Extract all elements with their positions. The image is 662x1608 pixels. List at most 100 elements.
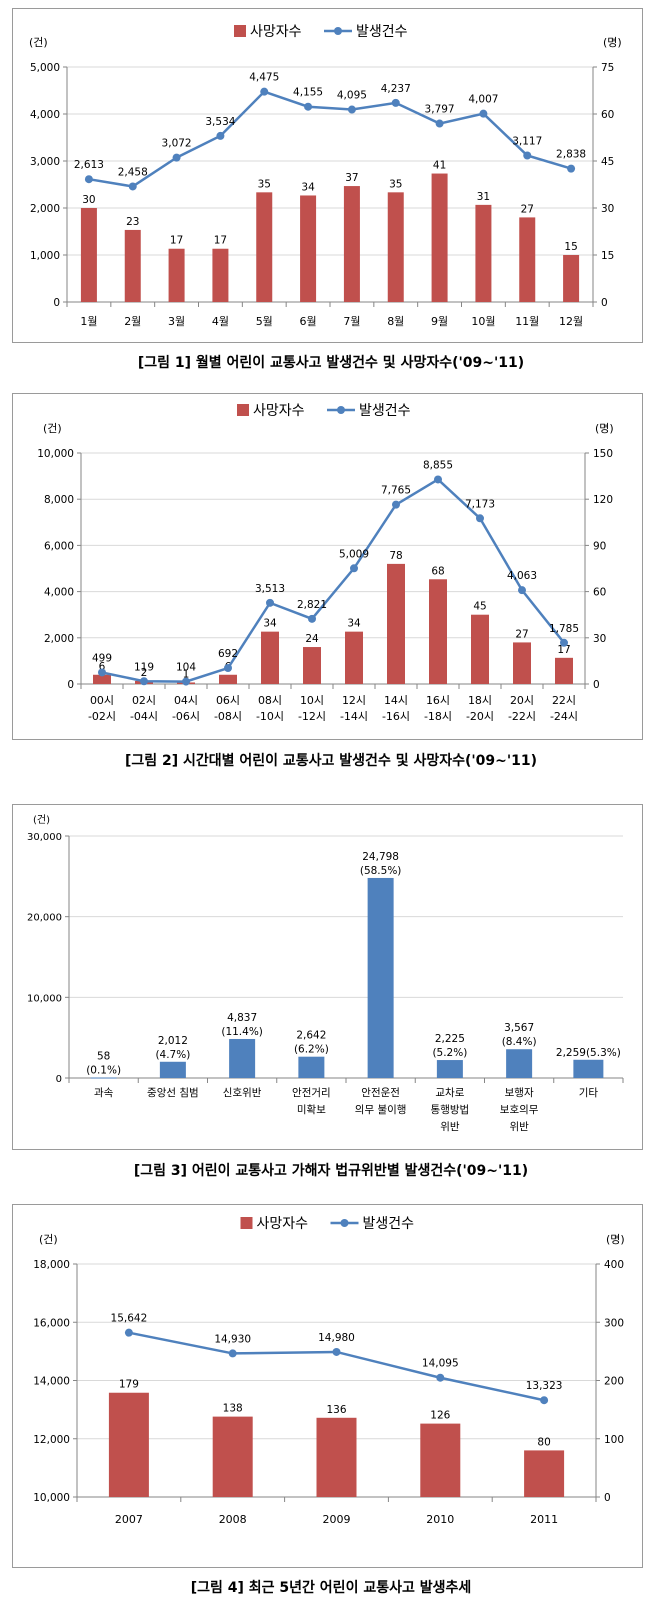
x-tick-label: 7월 xyxy=(343,315,360,328)
legend-marker-accidents xyxy=(334,27,342,35)
right-tick-label: 45 xyxy=(601,156,614,168)
point-accidents xyxy=(124,1328,133,1337)
x-tick-label: 안전운전 xyxy=(361,1087,400,1099)
left-tick-label: 4,000 xyxy=(30,109,60,121)
point-value-label: 14,930 xyxy=(214,1333,251,1345)
point-value-label: 7,765 xyxy=(381,485,411,497)
legend-label-deaths: 사망자수 xyxy=(257,1216,309,1232)
bar-value-label: 34 xyxy=(347,618,361,630)
x-tick-label: 과속 xyxy=(94,1087,114,1099)
point-value-label: 14,980 xyxy=(318,1332,355,1344)
bar-value-label: 17 xyxy=(170,235,183,247)
bar-violation xyxy=(90,1077,117,1079)
right-tick-label: 75 xyxy=(601,62,614,74)
bar-value-label: 45 xyxy=(473,601,486,613)
bar-value-label: 2,012 xyxy=(158,1035,188,1047)
x-tick-label: 20시 xyxy=(510,694,534,707)
bar-deaths xyxy=(124,229,141,302)
right-axis-unit: (명) xyxy=(603,36,622,49)
bar-value-label: 2,259(5.3%) xyxy=(556,1047,621,1059)
caption-figure-4: [그림 4] 최근 5년간 어린이 교통사고 발생추세 xyxy=(190,1580,472,1596)
point-accidents xyxy=(435,119,444,128)
left-tick-label: 10,000 xyxy=(27,993,62,1004)
bar-value-label: 80 xyxy=(537,1436,550,1448)
x-tick-label: 08시 xyxy=(258,694,282,707)
x-tick-label: 보호의무 xyxy=(500,1104,539,1116)
bar-value-label: 24 xyxy=(305,633,319,645)
bar-value-label: 3,567 xyxy=(504,1022,534,1034)
left-tick-label: 6,000 xyxy=(44,540,74,552)
point-accidents xyxy=(98,668,106,677)
right-tick-label: 90 xyxy=(593,540,606,552)
x-tick-label: 18시 xyxy=(468,694,492,707)
legend-swatch-deaths xyxy=(237,404,249,416)
caption-figure-3: [그림 3] 어린이 교통사고 가해자 법규위반별 발생건수('09~'11) xyxy=(133,1163,529,1179)
point-value-label: 1,785 xyxy=(549,623,579,635)
x-tick-label: 중앙선 침범 xyxy=(147,1087,199,1099)
point-accidents xyxy=(140,677,148,686)
x-tick-label: 기타 xyxy=(579,1087,599,1099)
bar-deaths xyxy=(93,674,111,684)
x-tick-label: 교차로 xyxy=(435,1087,464,1099)
x-tick-label: 보행자 xyxy=(505,1087,534,1099)
x-tick-label: 06시 xyxy=(216,694,240,707)
right-axis-unit: (명) xyxy=(595,422,614,435)
point-value-label: 3,534 xyxy=(205,116,235,128)
bar-value-label: 35 xyxy=(389,178,402,190)
bar-value-label: 4,837 xyxy=(227,1012,257,1024)
x-tick-label: -16시 xyxy=(382,710,410,723)
bar-deaths xyxy=(256,192,273,302)
point-value-label: 104 xyxy=(176,662,196,674)
left-tick-label: 12,000 xyxy=(33,1434,70,1446)
right-tick-label: 150 xyxy=(593,448,613,460)
x-tick-label: 04시 xyxy=(174,694,198,707)
left-tick-label: 2,000 xyxy=(30,203,60,215)
left-axis-unit: (건) xyxy=(33,814,50,826)
chart-yearly: 사망자수 발생건수 (건) (명) 10,000 12,000 14,000 16,000 18… xyxy=(33,1216,624,1526)
chart-panel-violation: (건) 0 10,000 20,000 30,000 58 (0.1%) 2,012 (4.7%… xyxy=(12,804,643,1150)
point-accidents xyxy=(332,1347,341,1356)
bar-value-label: 17 xyxy=(214,235,227,247)
x-tick-label: 2007 xyxy=(115,1513,143,1526)
point-accidents xyxy=(391,98,400,107)
chart-hourly: 사망자수 발생건수 (건) (명) 0 2,000 4,000 6,000 8,000 10,00… xyxy=(37,403,614,723)
bar-deaths xyxy=(261,631,279,684)
left-tick-label: 3,000 xyxy=(30,156,60,168)
x-tick-label: 12월 xyxy=(559,315,583,328)
legend-label-accidents: 발생건수 xyxy=(356,24,408,40)
bar-deaths xyxy=(429,579,447,684)
bar-value-label: 17 xyxy=(557,644,570,656)
caption-figure-1: [그림 1] 월별 어린이 교통사고 발생건수 및 사망자수('09~'11) xyxy=(137,355,525,371)
right-tick-label: 400 xyxy=(604,1259,624,1271)
point-accidents xyxy=(518,586,526,595)
bar-deaths xyxy=(513,642,531,684)
left-axis-unit: (건) xyxy=(29,36,48,49)
bar-value-label: 2 xyxy=(141,667,148,679)
bar-value-label: 138 xyxy=(223,1403,243,1415)
bar-value-label: 136 xyxy=(326,1404,346,1416)
left-tick-label: 10,000 xyxy=(33,1492,70,1504)
legend-label-deaths: 사망자수 xyxy=(253,403,305,419)
x-tick-label: -20시 xyxy=(466,710,494,723)
left-tick-label: 2,000 xyxy=(44,633,74,645)
bar-value-label: (4.7%) xyxy=(155,1049,190,1061)
left-tick-label: 0 xyxy=(53,297,60,309)
point-value-label: 692 xyxy=(218,648,238,660)
point-accidents xyxy=(567,164,576,173)
left-axis-unit: (건) xyxy=(43,422,62,435)
x-tick-label: -02시 xyxy=(88,710,116,723)
right-tick-label: 0 xyxy=(593,679,600,691)
bar-value-label: 6 xyxy=(99,661,106,673)
bar-deaths xyxy=(420,1423,461,1497)
bar-value-label: 23 xyxy=(126,216,139,228)
x-tick-label: 5월 xyxy=(256,315,273,328)
bar-value-label: 78 xyxy=(389,550,402,562)
bar-value-label: (8.4%) xyxy=(502,1036,537,1048)
left-tick-label: 5,000 xyxy=(30,62,60,74)
point-value-label: 15,642 xyxy=(111,1313,148,1325)
point-value-label: 8,855 xyxy=(423,459,453,471)
bar-value-label: 27 xyxy=(521,203,534,215)
x-tick-label: 2011 xyxy=(530,1513,558,1526)
left-tick-label: 16,000 xyxy=(33,1317,70,1329)
bar-value-label: 2,642 xyxy=(296,1030,326,1042)
